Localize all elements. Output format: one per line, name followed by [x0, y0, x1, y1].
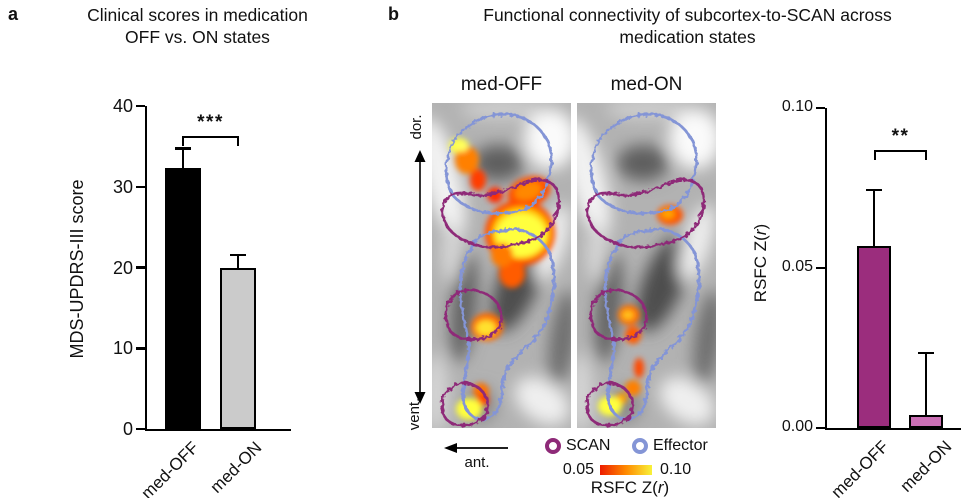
panel-a-label: a — [8, 4, 19, 24]
y-axis-tick — [135, 266, 145, 269]
error-bar — [872, 191, 876, 249]
dorsal-label: dor. — [408, 114, 425, 140]
scan-legend-label: SCAN — [566, 437, 611, 454]
colorbar-title-italic: r — [657, 478, 664, 497]
colorbar-title-suffix: ) — [663, 478, 670, 497]
y-axis-tick — [135, 185, 145, 188]
y-axis-tick — [135, 427, 145, 431]
y-tick-label: 20 — [112, 257, 133, 278]
y-tick-label: 40 — [112, 96, 133, 116]
panel-a-title-line2: OFF vs. ON states — [125, 27, 270, 47]
error-bar — [924, 354, 928, 419]
x-category-label: med-OFF — [827, 437, 893, 498]
significance-bracket — [182, 136, 239, 146]
panel-a-title-line1: Clinical scores in medication — [87, 5, 308, 25]
rsfc-y-label-italic: r — [751, 229, 770, 236]
y-tick-label: 10 — [112, 338, 133, 359]
map-med-off-title: med-OFF — [460, 74, 543, 95]
colorbar-title-prefix: RSFC Z( — [590, 478, 658, 497]
y-tick-label: 0.10 — [781, 98, 813, 115]
y-axis-tick — [135, 347, 145, 350]
error-bar-cap — [230, 253, 246, 257]
panel-b-title-line1: Functional connectivity of subcortex-to-… — [483, 5, 892, 25]
anterior-label: ant. — [464, 454, 490, 471]
effector-legend-ring — [632, 438, 648, 454]
brain-map-med-on — [554, 103, 716, 428]
error-bar — [236, 256, 240, 272]
panel-a-title: Clinical scores in medication OFF vs. ON… — [55, 4, 340, 48]
colorbar-min-label: 0.05 — [562, 461, 594, 478]
bar-med-off — [165, 168, 201, 429]
y-tick-label: 0 — [122, 419, 133, 439]
anterior-axis-arrow — [444, 443, 508, 453]
y-axis-tick — [135, 104, 145, 108]
colorbar-title: RSFC Z(r) — [560, 478, 700, 498]
map-med-on-title: med-ON — [610, 74, 683, 95]
y-axis-tick — [815, 266, 825, 270]
ventral-label: vent. — [406, 397, 423, 431]
scan-legend-ring — [545, 438, 561, 454]
colorbar-gradient — [600, 465, 652, 475]
error-bar-cap — [866, 188, 882, 192]
brain-flatmaps — [432, 103, 716, 428]
bar-med-on — [909, 415, 943, 428]
effector-legend-label: Effector — [653, 437, 708, 454]
y-axis-tick — [815, 106, 825, 110]
rsfc-chart-plot: 0.00 0.05 0.10 med-OFF med-ON ** — [782, 98, 961, 498]
y-axis-tick — [815, 426, 825, 430]
bar-med-on — [220, 268, 256, 429]
bar-med-off — [857, 245, 891, 428]
updrs-chart-plot: 0 10 20 30 40 med-OFF med-ON *** — [113, 96, 291, 498]
y-tick-label: 0.05 — [781, 258, 813, 275]
error-bar-cap — [175, 147, 191, 150]
panel-b-title: Functional connectivity of subcortex-to-… — [415, 4, 960, 48]
rsfc-y-label-suffix: ) — [751, 223, 770, 230]
error-bar-cap — [918, 351, 934, 355]
y-tick-label: 0.00 — [781, 418, 813, 435]
x-category-label: med-OFF — [137, 438, 203, 498]
dorsoventral-axis-arrow — [414, 150, 426, 404]
error-bar — [181, 149, 185, 172]
y-tick-label: 30 — [112, 176, 133, 197]
significance-stars: *** — [197, 112, 224, 133]
significance-stars: ** — [891, 126, 910, 147]
brain-map-med-off — [432, 103, 583, 428]
panel-b-title-line2: medication states — [619, 27, 756, 47]
panel-b-label: b — [388, 4, 399, 24]
colorbar-max-label: 0.10 — [660, 461, 692, 478]
significance-bracket — [874, 150, 927, 160]
